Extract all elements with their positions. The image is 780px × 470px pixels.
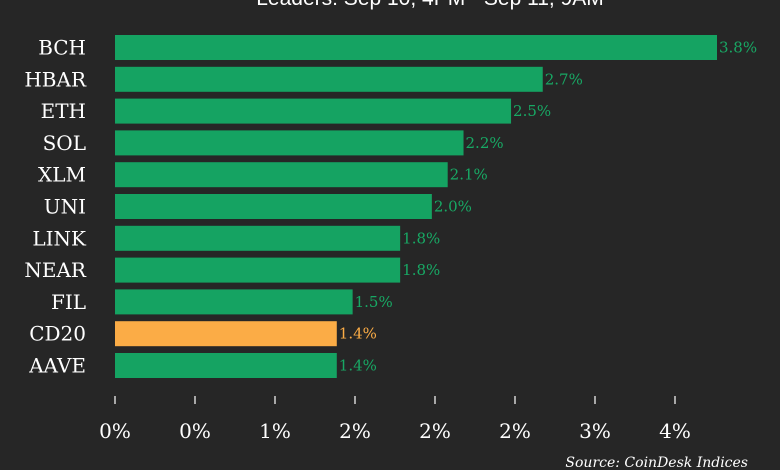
value-label-uni: 2.0%: [434, 198, 472, 216]
category-label-bch: BCH: [38, 36, 86, 60]
category-label-hbar: HBAR: [24, 67, 87, 91]
x-tick-label: 4%: [659, 419, 691, 443]
category-label-cd20: CD20: [29, 322, 86, 346]
value-label-hbar: 2.7%: [545, 70, 583, 88]
category-label-link: LINK: [32, 226, 87, 250]
x-tick-label: 2%: [339, 419, 371, 443]
x-tick-label: 3%: [579, 419, 611, 443]
category-label-eth: ETH: [41, 99, 86, 123]
bar-bch: [115, 35, 717, 60]
bars-group: BCH 3.8% HBAR 2.7% ETH 2.5% SOL 2.2% XLM 2.1% UNI 2…: [24, 35, 757, 378]
x-tick-label: 1%: [259, 419, 291, 443]
value-label-near: 1.8%: [402, 261, 440, 279]
bar-xlm: [115, 162, 448, 188]
x-tick-label: 0%: [99, 419, 131, 443]
category-label-aave: AAVE: [28, 354, 86, 378]
bar-near: [115, 257, 401, 283]
category-label-near: NEAR: [24, 258, 87, 282]
bar-aave: [115, 353, 337, 378]
bar-sol: [115, 130, 464, 156]
category-label-sol: SOL: [43, 131, 86, 155]
x-tick-label: 0%: [179, 419, 211, 443]
x-axis-ticks: 0% 0% 1% 2% 2% 2% 3% 4%: [99, 396, 691, 443]
value-label-cd20: 1.4%: [339, 325, 377, 343]
value-label-xlm: 2.1%: [450, 166, 488, 184]
category-label-uni: UNI: [44, 195, 86, 219]
category-label-xlm: XLM: [38, 163, 86, 187]
chart-title: Leaders: Sep 10, 4PM - Sep 11, 9AM: [256, 0, 603, 10]
x-tick-label: 2%: [499, 419, 531, 443]
category-label-fil: FIL: [51, 290, 86, 314]
value-label-sol: 2.2%: [466, 134, 504, 152]
value-label-fil: 1.5%: [355, 293, 393, 311]
bar-fil: [115, 289, 353, 315]
bar-link: [115, 225, 401, 251]
value-label-eth: 2.5%: [513, 102, 551, 120]
value-label-bch: 3.8%: [719, 39, 757, 57]
value-label-aave: 1.4%: [339, 357, 377, 375]
bar-hbar: [115, 66, 543, 92]
bar-eth: [115, 98, 512, 124]
value-label-link: 1.8%: [402, 229, 440, 247]
bar-uni: [115, 194, 432, 219]
source-note: Source: CoinDesk Indices: [565, 455, 748, 470]
bar-cd20: [115, 321, 337, 347]
x-tick-label: 2%: [419, 419, 451, 443]
